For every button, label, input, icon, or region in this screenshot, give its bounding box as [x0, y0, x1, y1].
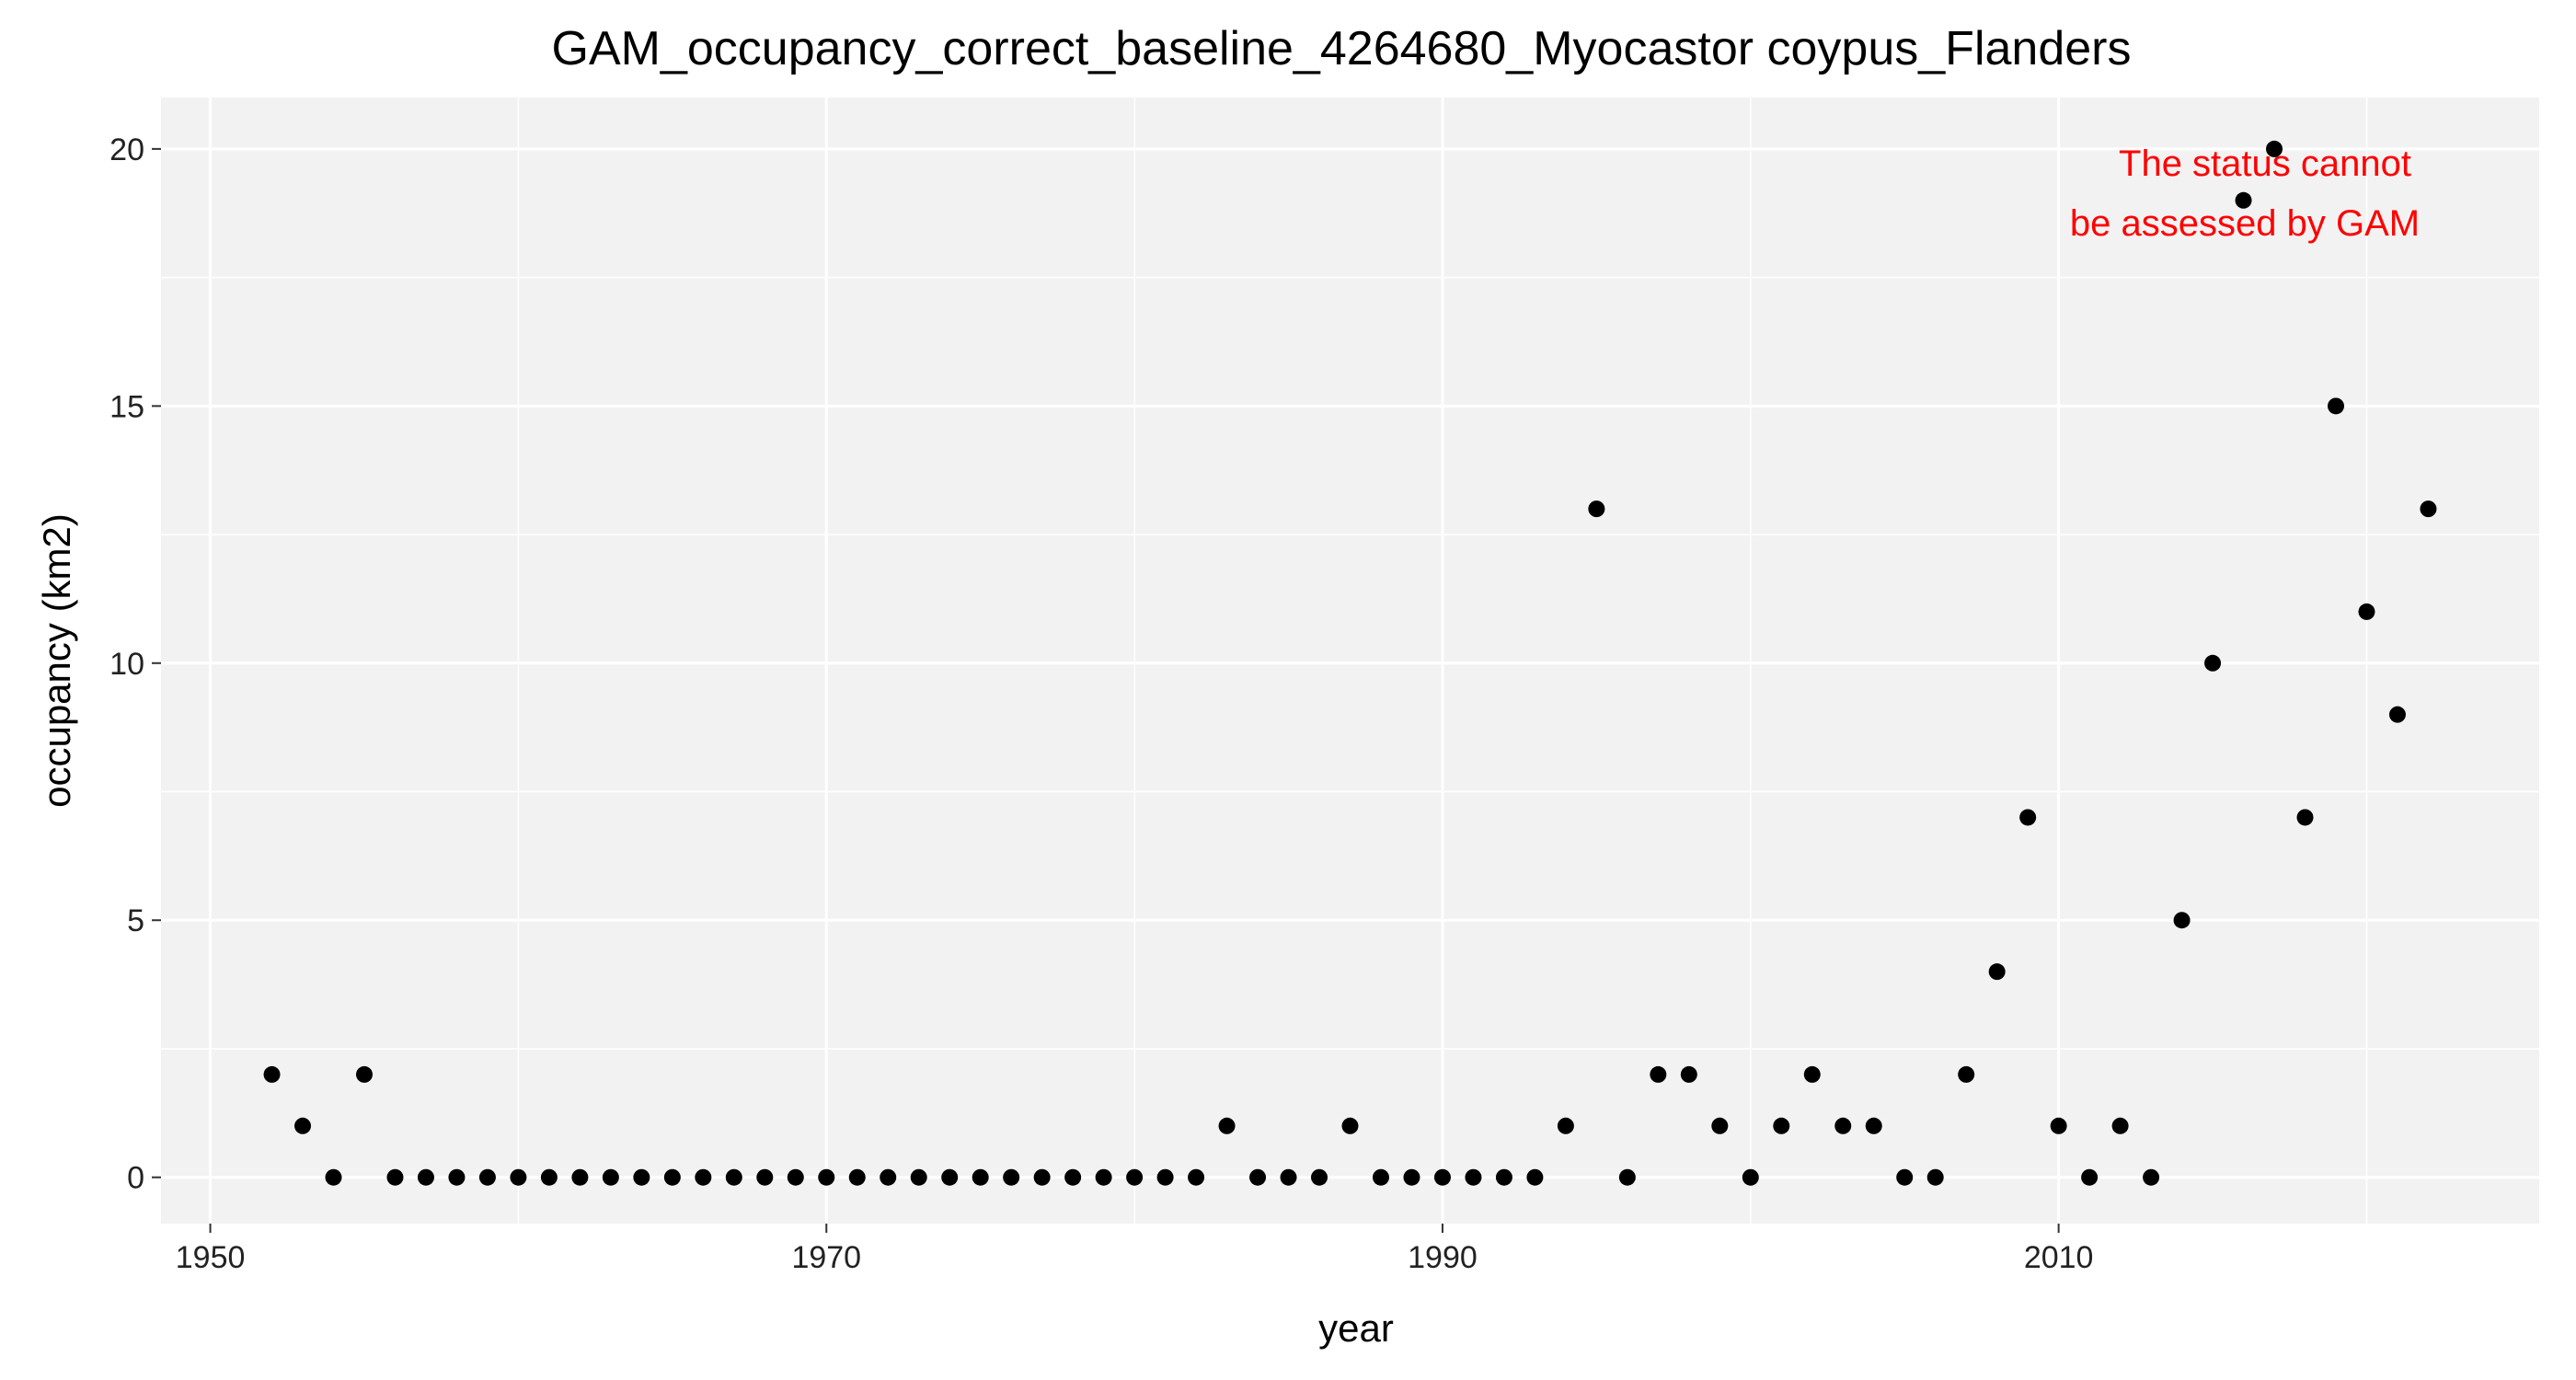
data-point [2050, 1117, 2067, 1134]
data-point [1003, 1168, 1020, 1186]
y-tick-label: 5 [127, 903, 144, 938]
data-point [663, 1168, 681, 1186]
data-point [2388, 706, 2406, 723]
data-point [972, 1168, 989, 1186]
annotation-line-2: be assessed by GAM [2070, 203, 2420, 244]
y-tick-label: 0 [127, 1161, 144, 1196]
data-point [1033, 1168, 1051, 1186]
x-tick-label: 1990 [1408, 1240, 1478, 1275]
data-point [1156, 1168, 1174, 1186]
data-point [540, 1168, 558, 1186]
data-point [1095, 1168, 1112, 1186]
data-point [818, 1168, 835, 1186]
data-point [2328, 397, 2345, 415]
data-point [417, 1168, 434, 1186]
data-point [910, 1168, 927, 1186]
data-point [880, 1168, 897, 1186]
data-point [1896, 1168, 1914, 1186]
major-gridlines [161, 98, 2539, 1224]
data-point [263, 1065, 281, 1083]
data-point [1588, 500, 1605, 518]
data-point [1618, 1168, 1636, 1186]
data-point [1280, 1168, 1297, 1186]
data-point [2266, 140, 2283, 157]
data-point [1773, 1117, 1790, 1134]
data-point [1218, 1117, 1236, 1134]
data-point [1403, 1168, 1420, 1186]
y-tick-label: 20 [109, 132, 144, 167]
chart-title: GAM_occupancy_correct_baseline_4264680_M… [552, 22, 2132, 75]
data-point [1126, 1168, 1144, 1186]
data-point [695, 1168, 712, 1186]
data-point [1372, 1168, 1389, 1186]
data-point [1650, 1065, 1667, 1083]
data-point [2204, 654, 2222, 672]
data-point [294, 1117, 312, 1134]
data-point [1341, 1117, 1359, 1134]
x-tick-label: 1950 [176, 1240, 246, 1275]
data-point [602, 1168, 619, 1186]
data-point [2358, 603, 2375, 620]
x-tick-label: 1970 [791, 1240, 861, 1275]
data-point [1803, 1065, 1821, 1083]
data-point [1433, 1168, 1451, 1186]
data-point [1742, 1168, 1759, 1186]
data-point [848, 1168, 866, 1186]
data-point [1988, 963, 2006, 981]
annotation-line-1: The status cannot [2119, 144, 2411, 184]
data-point [787, 1168, 804, 1186]
data-point [633, 1168, 650, 1186]
plot-panel [161, 98, 2539, 1224]
data-point [1834, 1117, 1852, 1134]
data-point [1711, 1117, 1729, 1134]
data-point [1465, 1168, 1482, 1186]
data-point [1311, 1168, 1328, 1186]
data-point [1064, 1168, 1082, 1186]
y-tick-label: 10 [109, 647, 144, 682]
x-axis-title: year [1318, 1306, 1394, 1350]
data-point [1526, 1168, 1544, 1186]
data-point [1926, 1168, 1944, 1186]
y-axis: 0 5 10 15 20 [109, 132, 161, 1196]
data-point [355, 1065, 373, 1083]
data-point [448, 1168, 466, 1186]
data-point [325, 1168, 342, 1186]
data-point [2296, 809, 2314, 826]
data-point [1188, 1168, 1205, 1186]
y-tick-label: 15 [109, 389, 144, 424]
data-point [1958, 1065, 1975, 1083]
data-point [725, 1168, 742, 1186]
data-point [1865, 1117, 1882, 1134]
data-point [2019, 809, 2037, 826]
data-point [510, 1168, 527, 1186]
data-point [386, 1168, 404, 1186]
data-points [263, 140, 2437, 1186]
data-point [2235, 191, 2252, 209]
x-axis: 1950 1970 1990 2010 [176, 1224, 2094, 1275]
data-point [1249, 1168, 1267, 1186]
data-point [2173, 912, 2191, 929]
data-point [2081, 1168, 2099, 1186]
data-point [1495, 1168, 1512, 1186]
y-axis-title: occupancy (km2) [35, 513, 78, 808]
minor-gridlines [161, 98, 2539, 1224]
data-point [1557, 1117, 1574, 1134]
data-point [478, 1168, 496, 1186]
data-point [941, 1168, 959, 1186]
data-point [2111, 1117, 2129, 1134]
data-point [756, 1168, 774, 1186]
data-point [2143, 1168, 2160, 1186]
data-point [571, 1168, 589, 1186]
data-point [2420, 500, 2437, 518]
annotation-note: The status cannot be assessed by GAM [2070, 144, 2420, 244]
x-tick-label: 2010 [2024, 1240, 2094, 1275]
data-point [1680, 1065, 1697, 1083]
